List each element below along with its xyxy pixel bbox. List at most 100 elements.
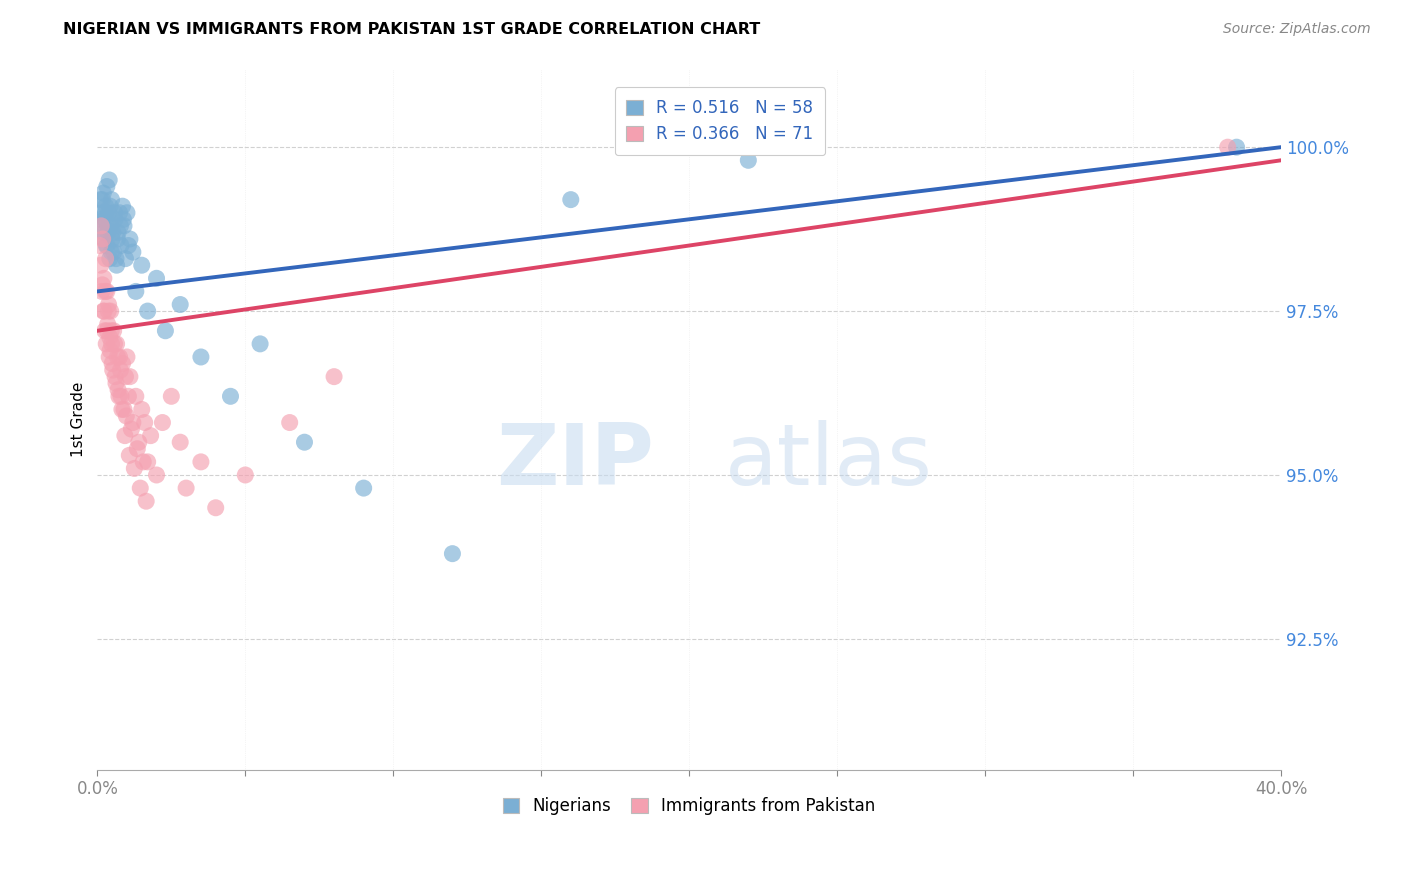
Point (108, 389, 131, 403)
Point (139, 428, 162, 442)
Point (105, 258, 128, 272)
Point (93, 232, 115, 246)
Point (111, 199, 134, 213)
Point (110, 363, 132, 377)
Point (160, 389, 183, 403)
Point (101, 363, 124, 377)
Point (93, 304, 115, 318)
Point (118, 448, 141, 462)
Point (89, 238, 111, 252)
Point (134, 416, 156, 430)
Point (91, 277, 114, 292)
Point (104, 252, 127, 266)
Point (103, 337, 125, 351)
Point (94, 199, 117, 213)
Point (94, 252, 117, 266)
Point (115, 409, 138, 423)
Point (103, 324, 125, 338)
Point (100, 219, 122, 233)
Point (323, 369, 346, 384)
Point (89, 193, 111, 207)
Point (101, 232, 124, 246)
Point (110, 238, 132, 252)
Point (737, 153, 759, 168)
Point (97, 226, 120, 240)
Point (104, 369, 127, 384)
Point (124, 461, 146, 475)
Point (1216, 140, 1239, 154)
Point (125, 389, 148, 403)
Point (96, 337, 118, 351)
Point (190, 350, 212, 364)
Point (98, 173, 121, 187)
Point (131, 402, 153, 417)
Point (98, 199, 121, 213)
Point (107, 383, 129, 397)
Point (117, 389, 139, 403)
Point (98, 343, 121, 358)
Point (120, 422, 142, 436)
Point (103, 245, 125, 260)
Point (97, 206, 120, 220)
Point (114, 428, 136, 442)
Point (90, 212, 112, 227)
Point (91, 304, 114, 318)
Point (353, 481, 375, 495)
Point (121, 416, 143, 430)
Point (204, 500, 226, 515)
Point (131, 258, 153, 272)
Point (110, 219, 132, 233)
Point (96, 238, 118, 252)
Point (97, 317, 120, 331)
Point (118, 232, 141, 246)
Point (169, 297, 191, 311)
Point (1225, 140, 1247, 154)
Point (97, 219, 120, 233)
Point (96, 285, 118, 299)
Legend: Nigerians, Immigrants from Pakistan: Nigerians, Immigrants from Pakistan (492, 787, 886, 825)
Point (294, 435, 316, 450)
Point (115, 206, 138, 220)
Point (145, 467, 167, 482)
Point (91, 193, 114, 207)
Point (94, 285, 117, 299)
Point (100, 193, 122, 207)
Point (96, 324, 118, 338)
Point (104, 212, 127, 227)
Point (155, 324, 177, 338)
Point (115, 350, 138, 364)
Point (233, 467, 256, 482)
Point (90, 206, 112, 220)
Point (108, 350, 131, 364)
Point (114, 252, 136, 266)
Point (560, 193, 582, 207)
Point (100, 245, 122, 260)
Text: atlas: atlas (724, 420, 932, 503)
Point (117, 238, 139, 252)
Point (249, 337, 271, 351)
Point (94, 212, 117, 227)
Point (278, 416, 301, 430)
Point (93, 271, 115, 285)
Point (112, 402, 135, 417)
Point (91, 186, 114, 200)
Point (121, 245, 143, 260)
Point (114, 369, 136, 384)
Point (98, 350, 121, 364)
Y-axis label: 1st Grade: 1st Grade (72, 382, 86, 457)
Point (112, 212, 135, 227)
Point (110, 389, 132, 403)
Point (111, 402, 134, 417)
Point (100, 304, 122, 318)
Point (135, 494, 157, 508)
Point (152, 416, 174, 430)
Point (136, 455, 159, 469)
Point (107, 226, 129, 240)
Point (145, 271, 167, 285)
Text: NIGERIAN VS IMMIGRANTS FROM PAKISTAN 1ST GRADE CORRELATION CHART: NIGERIAN VS IMMIGRANTS FROM PAKISTAN 1ST… (63, 22, 761, 37)
Point (129, 481, 152, 495)
Point (169, 435, 191, 450)
Point (97, 304, 120, 318)
Text: ZIP: ZIP (496, 420, 654, 503)
Point (118, 369, 141, 384)
